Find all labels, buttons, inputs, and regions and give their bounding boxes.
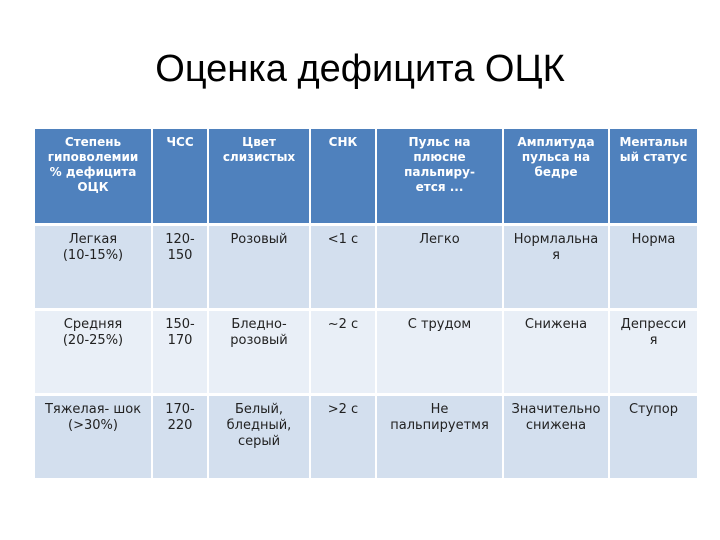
table-cell: Не пальпируетмя xyxy=(377,396,502,481)
header-cell: Пульс на плюсне пальпиру- ется ... xyxy=(377,129,502,226)
table-cell: Легкая (10-15%) xyxy=(35,226,151,311)
table-row: Легкая (10-15%) 120- 150 Розовый <1 с Ле… xyxy=(35,226,697,311)
table-cell: Нормлальна я xyxy=(504,226,608,311)
table-cell: Белый, бледный, серый xyxy=(209,396,309,481)
table-cell: Средняя (20-25%) xyxy=(35,311,151,396)
header-cell: Амплитуда пульса на бедре xyxy=(504,129,608,226)
table-cell: Депресси я xyxy=(610,311,697,396)
table-cell: Ступор xyxy=(610,396,697,481)
table-cell: Значительно снижена xyxy=(504,396,608,481)
slide-title: Оценка дефицита ОЦК xyxy=(155,48,565,90)
hypovolemia-table: Степень гиповолемии % дефицита ОЦК ЧСС Ц… xyxy=(33,129,699,481)
table-row: Тяжелая- шок (>30%) 170- 220 Белый, блед… xyxy=(35,396,697,481)
header-cell: ЧСС xyxy=(153,129,207,226)
header-cell: Ментальн ый статус xyxy=(610,129,697,226)
table-row: Средняя (20-25%) 150- 170 Бледно- розовы… xyxy=(35,311,697,396)
table-cell: ~2 с xyxy=(311,311,375,396)
table-cell: 120- 150 xyxy=(153,226,207,311)
header-cell: Степень гиповолемии % дефицита ОЦК xyxy=(35,129,151,226)
header-cell: СНК xyxy=(311,129,375,226)
table-cell: Розовый xyxy=(209,226,309,311)
table-cell: Снижена xyxy=(504,311,608,396)
table-cell: Норма xyxy=(610,226,697,311)
table-cell: Бледно- розовый xyxy=(209,311,309,396)
table-cell: Легко xyxy=(377,226,502,311)
table-cell: Тяжелая- шок (>30%) xyxy=(35,396,151,481)
table-cell: >2 с xyxy=(311,396,375,481)
table-cell: <1 с xyxy=(311,226,375,311)
table-cell: 170- 220 xyxy=(153,396,207,481)
header-cell: Цвет слизистых xyxy=(209,129,309,226)
table-cell: С трудом xyxy=(377,311,502,396)
table-header-row: Степень гиповолемии % дефицита ОЦК ЧСС Ц… xyxy=(35,129,697,226)
table-cell: 150- 170 xyxy=(153,311,207,396)
